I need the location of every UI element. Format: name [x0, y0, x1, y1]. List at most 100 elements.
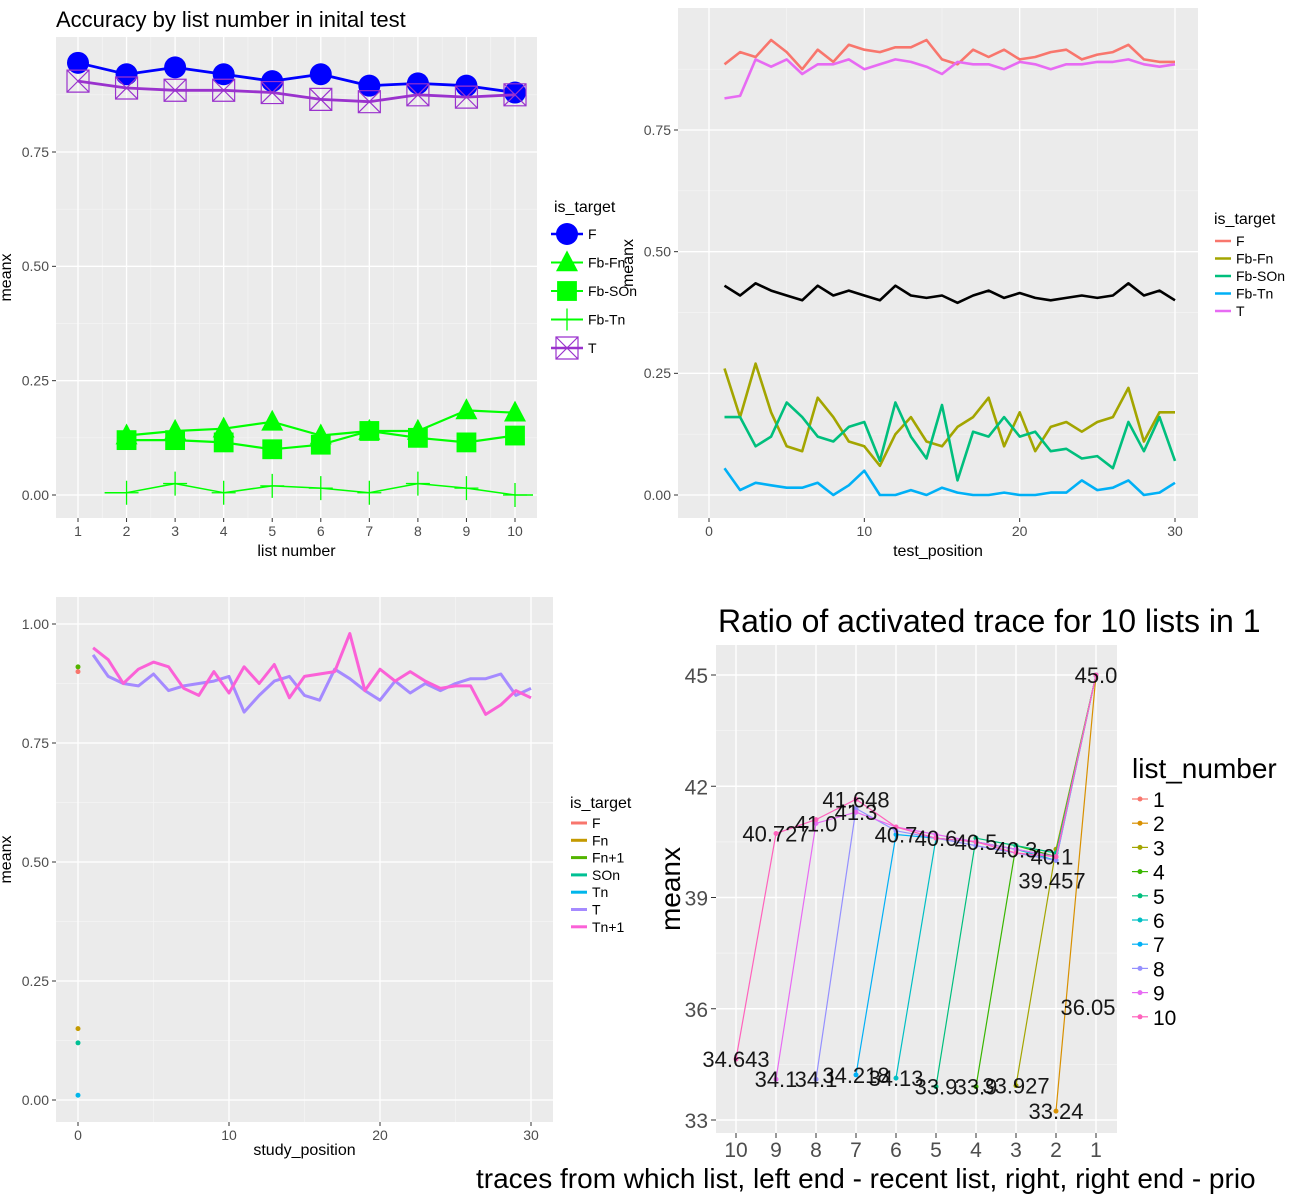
data-point-list-6	[893, 1075, 899, 1081]
data-point-Fb-Tn	[163, 471, 188, 496]
data-point-list-8	[1053, 857, 1059, 863]
x-tick-label: 20	[372, 1127, 388, 1143]
y-tick-label: 45	[685, 665, 708, 688]
series-line-F	[77, 61, 516, 94]
data-point-Fb-SOn	[116, 430, 137, 451]
x-tick-label: 8	[414, 523, 422, 539]
legend-label: Fb-Fn	[588, 255, 625, 271]
data-point-list-10	[1053, 854, 1059, 860]
legend-label: F	[592, 815, 601, 831]
legend-key-Fb-Fn	[556, 250, 578, 272]
data-label: 33.9	[955, 1075, 998, 1100]
data-point-Fb-Tn	[114, 480, 139, 505]
x-tick-label: 4	[220, 523, 228, 539]
data-point-list-5	[973, 835, 979, 841]
data-label: 34.643	[702, 1047, 769, 1072]
legend-label: 6	[1153, 910, 1165, 933]
legend-label: T	[592, 902, 601, 918]
x-tick-label: 5	[930, 1139, 942, 1162]
y-tick-label: 0.00	[22, 1092, 49, 1108]
x-tick-label: 7	[850, 1139, 862, 1162]
y-tick-label: 0.50	[22, 258, 49, 274]
legend-label: Tn+1	[592, 919, 625, 935]
legend-label: 2	[1153, 813, 1165, 836]
y-tick-label: 33	[685, 1110, 708, 1133]
legend-title: is_target	[554, 199, 616, 216]
data-point-T	[260, 80, 284, 105]
data-point-SOn	[75, 1040, 81, 1046]
legend-label: 9	[1153, 983, 1165, 1006]
legend-key-list-8	[1137, 965, 1143, 971]
x-tick-label: 10	[507, 523, 523, 539]
data-point-Fb-Tn	[211, 480, 236, 505]
data-point-list-8	[893, 828, 899, 834]
x-tick-label: 10	[724, 1139, 747, 1162]
data-point-Fb-Tn	[503, 483, 527, 507]
data-label: 40.5	[955, 830, 998, 855]
legend-label: 4	[1153, 862, 1165, 885]
y-axis-title: meanx	[620, 239, 637, 287]
y-axis-title: meanx	[0, 253, 15, 301]
x-axis-title: traces from which list, left end - recen…	[476, 1163, 1256, 1194]
data-label: 34.1	[795, 1067, 838, 1092]
data-point-Fb-SOn	[359, 421, 380, 441]
data-point-T	[309, 87, 333, 112]
data-label: 40.3	[995, 837, 1038, 862]
data-point-list-5	[933, 1084, 939, 1090]
data-label: 40.7	[875, 822, 918, 847]
data-label: 40.727	[742, 821, 809, 846]
data-point-T	[503, 83, 527, 107]
series-line-list-10	[735, 674, 1097, 1060]
y-tick-label: 39	[685, 888, 708, 911]
y-tick-label: 0.25	[22, 973, 49, 989]
legend-label: 10	[1153, 1007, 1176, 1030]
data-point-Fb-Tn	[405, 471, 430, 496]
data-point-Tn	[75, 1092, 81, 1098]
legend-label: Fb-SOn	[588, 283, 637, 299]
chart-ratio-of-activated-trace: 34.64340.72734.134.141.041.64841.334.218…	[476, 603, 1277, 1194]
data-point-Fb-SOn	[310, 434, 331, 455]
y-axis-title: meanx	[655, 847, 686, 931]
data-point-Fb-Tn	[260, 473, 285, 498]
data-point-list-9	[813, 820, 819, 826]
legend-key-Fb-Tn	[556, 308, 578, 331]
data-point-list-7	[853, 1072, 859, 1078]
legend-label: 5	[1153, 886, 1165, 909]
data-label: 41.0	[795, 811, 838, 836]
x-tick-label: 4	[970, 1139, 982, 1162]
y-tick-label: 0.00	[22, 487, 49, 503]
x-tick-label: 30	[523, 1127, 539, 1143]
data-label: 39.457	[1018, 869, 1085, 894]
chart-title: Ratio of activated trace for 10 lists in…	[718, 603, 1260, 639]
data-point-F	[504, 81, 526, 104]
legend-label: 3	[1153, 837, 1165, 860]
data-point-list-10	[973, 839, 979, 845]
data-point-Fb-Tn	[454, 476, 479, 501]
data-point-list-9	[933, 831, 939, 837]
legend-label: Tn	[592, 884, 608, 900]
series-line-Tn+1	[92, 632, 532, 716]
y-tick-label: 0.50	[22, 854, 49, 870]
data-label: 33.927	[982, 1074, 1049, 1099]
legend-label: Fb-Tn	[588, 312, 625, 328]
data-point-Fn	[75, 1026, 81, 1032]
data-point-Fb-SOn	[456, 432, 477, 453]
series-line-list-8	[815, 674, 1097, 1080]
data-label: 45.0	[1075, 663, 1118, 688]
legend-key-T	[555, 336, 579, 360]
data-point-list-10	[813, 817, 819, 823]
data-point-list-10	[773, 830, 779, 836]
data-point-T	[454, 85, 479, 109]
data-point-list-3	[1013, 1083, 1019, 1089]
data-point-Fb-SOn	[407, 427, 428, 448]
x-tick-label: 0	[705, 523, 713, 539]
x-tick-label: 8	[810, 1139, 822, 1162]
data-point-T	[114, 76, 139, 100]
y-tick-label: 0.00	[644, 487, 671, 503]
data-point-list-10	[1013, 850, 1019, 856]
data-point-T	[66, 69, 90, 93]
legend-label: 1	[1153, 789, 1165, 812]
data-point-list-9	[1013, 846, 1019, 852]
series-line-T	[77, 79, 516, 104]
